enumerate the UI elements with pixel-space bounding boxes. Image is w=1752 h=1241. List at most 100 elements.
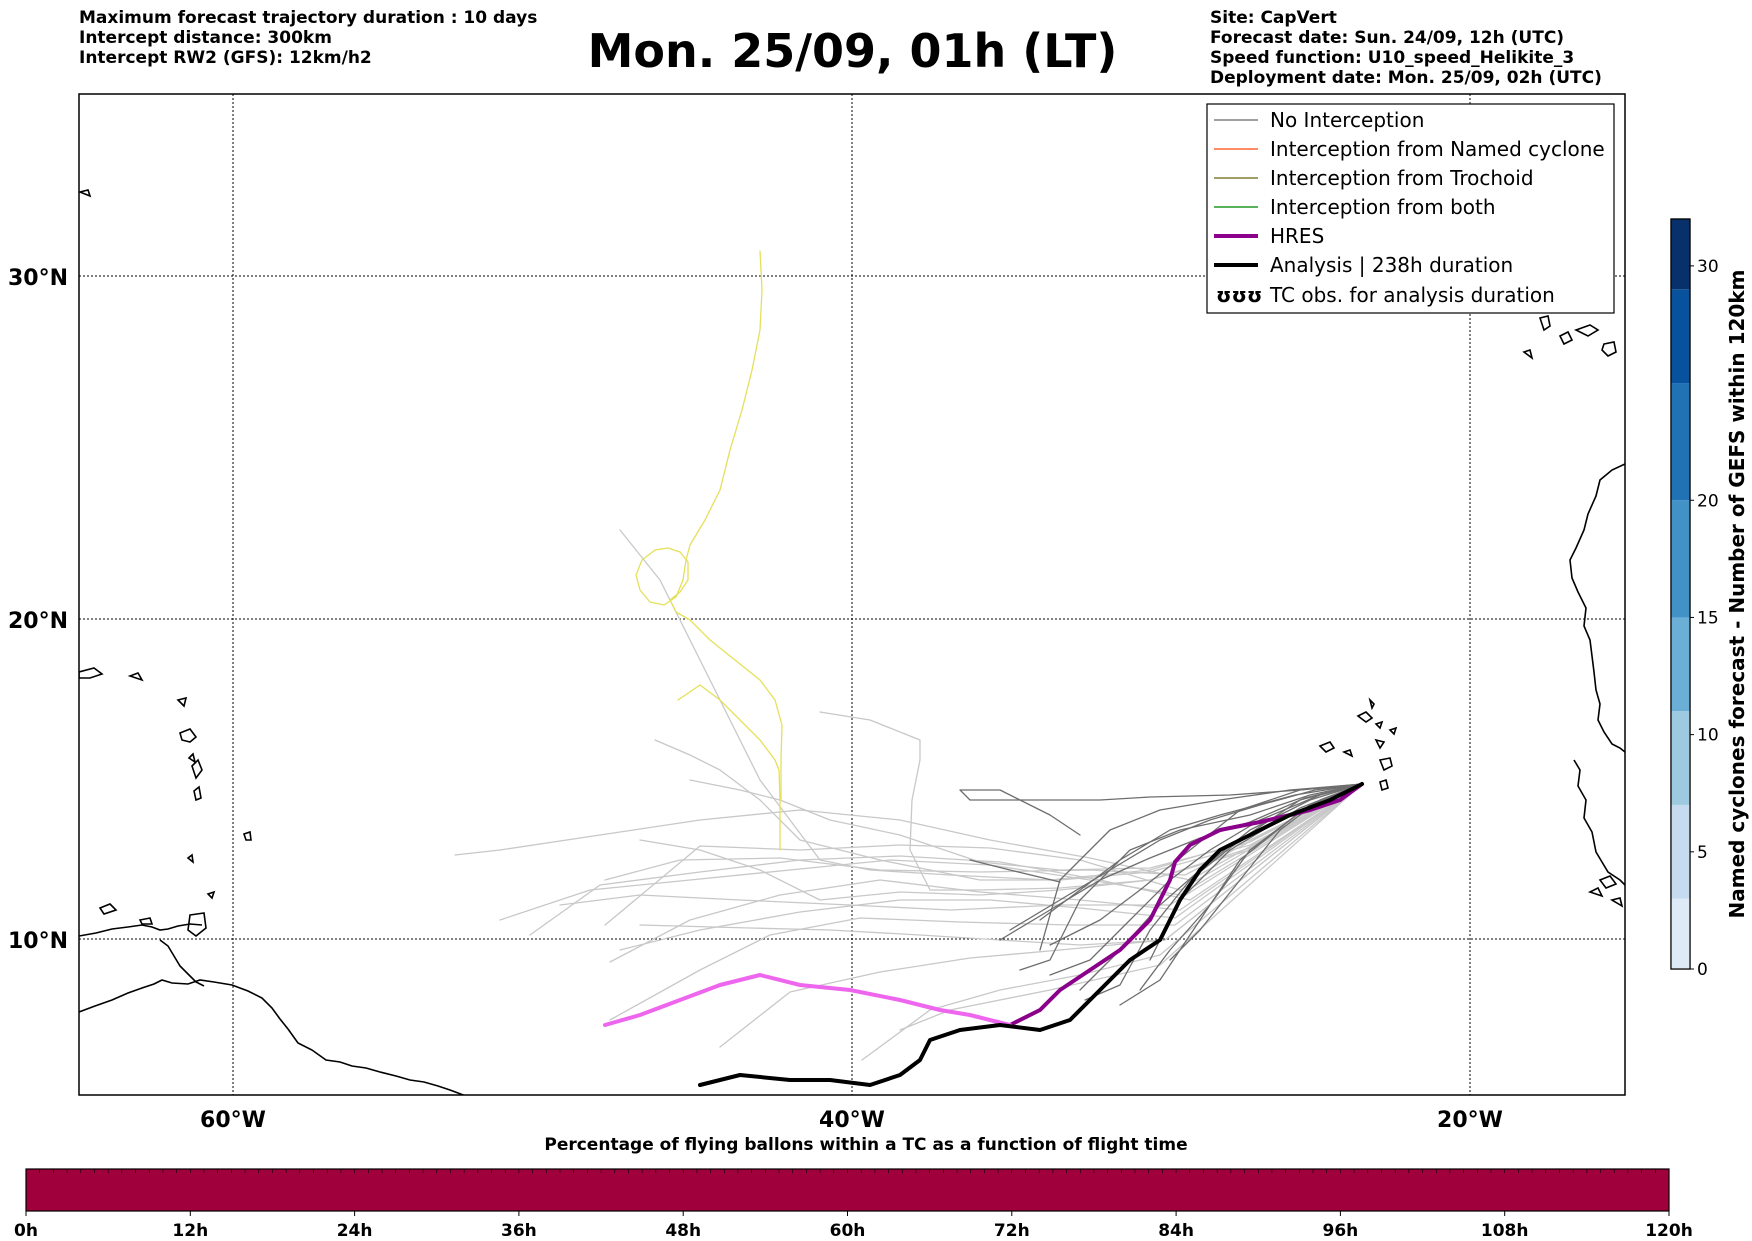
legend-item-tc-obs: ʊʊʊ TC obs. for analysis duration	[1216, 283, 1555, 307]
colorbar-bottom-title: Percentage of flying ballons within a TC…	[544, 1135, 1188, 1155]
island-guadeloupe	[179, 728, 198, 743]
trajectory-light	[639, 783, 1363, 901]
lon-label-20w: 20°W	[1437, 1108, 1503, 1133]
legend-box	[1206, 103, 1615, 314]
trajectory-light	[604, 783, 1363, 926]
trajectory-dark	[999, 783, 1363, 941]
tc-symbol-icon: ʊʊʊ	[1216, 283, 1262, 307]
trajectory-dark	[1019, 783, 1363, 971]
island-antigua	[176, 696, 188, 708]
trajectory-light	[499, 783, 1363, 921]
trajectory-dark	[1039, 783, 1363, 951]
colorbar-bottom-tick-label: 12h	[172, 1221, 208, 1241]
colorbar-right-band	[1671, 898, 1690, 969]
islands-bijagos	[1587, 875, 1624, 908]
colorbar-right-tick-label: 10	[1697, 726, 1719, 746]
info-right: Site: CapVert Forecast date: Sun. 24/09,…	[1210, 8, 1602, 88]
trajectory-analysis	[698, 782, 1364, 1087]
legend-label: Interception from Trochoid	[1270, 166, 1534, 190]
colorbar-right-outline	[1670, 218, 1691, 970]
island-dominica	[187, 752, 197, 764]
legend: No Interception Interception from Named …	[1206, 103, 1615, 314]
colorbar-bottom-tick-label: 120h	[1645, 1221, 1693, 1241]
site-text: Site: CapVert	[1210, 8, 1337, 28]
coastline-paria	[159, 939, 205, 987]
coastline-africa	[1569, 463, 1625, 753]
colorbar-bottom-tick-label: 60h	[830, 1221, 866, 1241]
forecast-date-text: Forecast date: Sun. 24/09, 12h (UTC)	[1210, 28, 1565, 48]
intercept-rw2-text: Intercept RW2 (GFS): 12km/h2	[79, 48, 372, 68]
islands-cape-verde	[1318, 697, 1398, 792]
colorbar-bottom-tick-label: 0h	[14, 1221, 38, 1241]
colorbar-bottom-tick-label: 108h	[1481, 1221, 1529, 1241]
colorbar-bottom-tick-label: 84h	[1158, 1221, 1194, 1241]
trajectory-dark	[969, 859, 1061, 883]
trajectory-light	[559, 783, 1363, 911]
legend-item-analysis: Analysis | 238h duration	[1214, 253, 1513, 277]
legend-item-named-cyclone: Interception from Named cyclone	[1214, 137, 1605, 161]
islands-canary	[1522, 315, 1617, 360]
trajectory-dark	[959, 783, 1363, 836]
colorbar-right-tick-label: 30	[1697, 257, 1719, 277]
legend-item-trochoid: Interception from Trochoid	[1214, 166, 1534, 190]
colorbar-right-band	[1671, 711, 1690, 805]
legend-item-no-interception: No Interception	[1214, 108, 1424, 132]
colorbar-right-band	[1671, 617, 1690, 712]
info-left: Maximum forecast trajectory duration : 1…	[79, 8, 537, 68]
colorbar-right-band	[1671, 500, 1690, 618]
lat-label-30n: 30°N	[8, 266, 68, 291]
colorbar-bottom-tick-label: 96h	[1323, 1221, 1359, 1241]
coastlines	[79, 189, 1625, 1095]
trajectory-light	[454, 783, 1363, 881]
colorbar-bottom-tick-label: 36h	[501, 1221, 537, 1241]
max-duration-text: Maximum forecast trajectory duration : 1…	[79, 8, 538, 28]
trajectory-light	[689, 779, 1363, 871]
speed-function-text: Speed function: U10_speed_Helikite_3	[1210, 48, 1575, 68]
trajectory-light	[609, 783, 1363, 963]
trajectory-dark	[1009, 783, 1363, 931]
island-martinique	[191, 758, 203, 780]
colorbar-right-tick-label: 15	[1697, 608, 1719, 628]
legend-label: TC obs. for analysis duration	[1269, 283, 1555, 307]
colorbar-bottom-bar	[25, 1168, 1670, 1212]
colorbar-right-band	[1671, 219, 1690, 290]
island-barbados	[242, 830, 252, 841]
intercept-distance-text: Intercept distance: 300km	[79, 28, 332, 48]
trajectory-light	[861, 783, 1363, 1061]
coastline-south-america	[79, 979, 466, 1095]
colorbar-right-tick-label: 0	[1697, 960, 1708, 980]
trajectory-light	[899, 783, 1363, 1031]
legend-label: No Interception	[1270, 108, 1424, 132]
page-title: Mon. 25/09, 01h (LT)	[587, 24, 1118, 78]
legend-label: Interception from Named cyclone	[1270, 137, 1605, 161]
map-frame	[78, 93, 1626, 1096]
lon-label-40w: 40°W	[819, 1108, 885, 1133]
colorbar-bottom-tick-label: 24h	[337, 1221, 373, 1241]
colorbar-right-tick-label: 5	[1697, 843, 1708, 863]
coastline-venezuela-north	[79, 923, 203, 937]
lon-label-60w: 60°W	[200, 1108, 266, 1133]
colorbar-right-tick-label: 20	[1697, 491, 1719, 511]
trajectory-light	[639, 783, 1363, 946]
colorbar-bottom-tick-label: 48h	[665, 1221, 701, 1241]
lat-label-20n: 20°N	[8, 609, 68, 634]
trajectory-light	[529, 783, 1363, 936]
trajectory-light	[609, 783, 1363, 1021]
legend-item-both: Interception from both	[1214, 195, 1496, 219]
island-bonaire	[98, 903, 118, 915]
island-tobago	[206, 890, 216, 900]
island-azores-small	[79, 189, 92, 198]
trajectory-hres-light	[603, 973, 1012, 1027]
island-virgin	[127, 672, 144, 682]
island-trinidad	[187, 912, 207, 938]
legend-label: Interception from both	[1270, 195, 1496, 219]
colorbar-right-band	[1671, 289, 1690, 384]
coastline-africa-south	[1573, 759, 1625, 886]
colorbar-bottom: 0h 12h 24h 36h 48h 60h 72h 84h 96h 108h 120h	[14, 1168, 1693, 1241]
trajectory-light	[619, 529, 1363, 881]
trajectory-dark	[1049, 783, 1363, 976]
trajectory-yellow	[635, 250, 783, 801]
colorbar-bottom-tick-label: 72h	[994, 1221, 1030, 1241]
legend-label: HRES	[1270, 224, 1324, 248]
